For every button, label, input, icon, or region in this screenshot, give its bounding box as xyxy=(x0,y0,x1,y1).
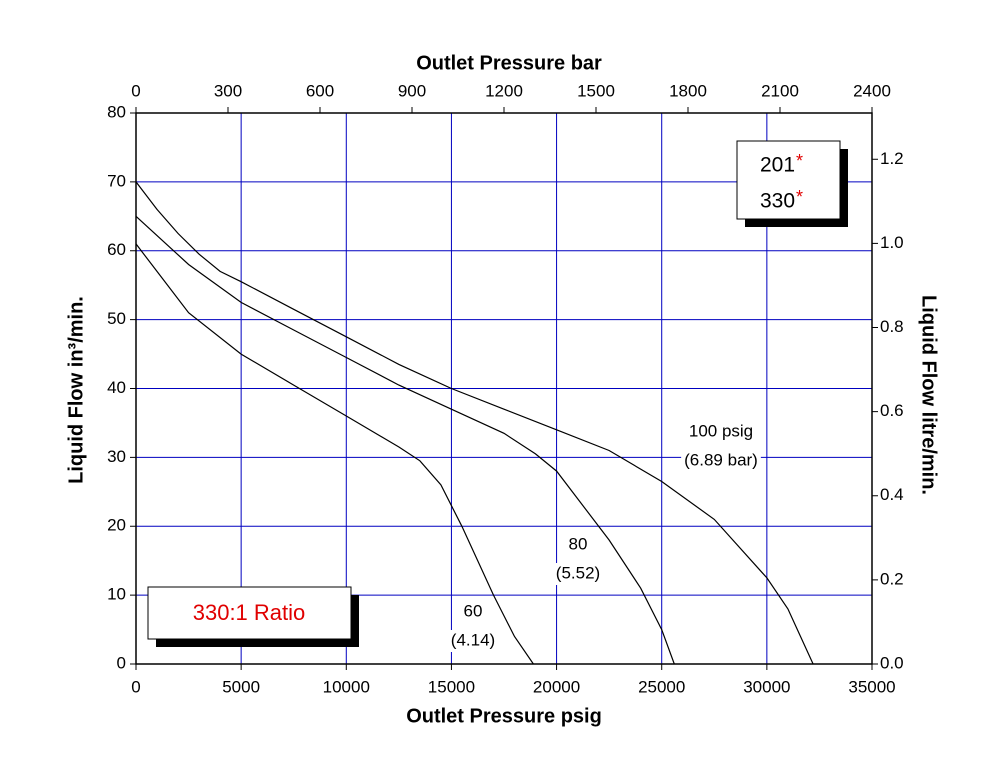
y-tick-label: 30 xyxy=(107,447,126,466)
ratio-label: 330:1 Ratio xyxy=(193,600,306,625)
x-tick-label: 20000 xyxy=(533,677,580,696)
y-tick-label: 10 xyxy=(107,585,126,604)
annotation-bg xyxy=(447,630,499,652)
curve-annotation: (5.52) xyxy=(556,563,600,582)
x2-tick-label: 2100 xyxy=(761,81,799,100)
x-axis-title: Outlet Pressure psig xyxy=(406,705,602,727)
y2-tick-label: 0.8 xyxy=(880,317,904,336)
curve-annotation: 80 xyxy=(569,534,588,553)
y2-tick-label: 0.4 xyxy=(880,485,904,504)
annotation-bg xyxy=(565,534,591,556)
y-tick-label: 80 xyxy=(107,102,126,121)
y2-axis-title: Liquid Flow litre/min. xyxy=(918,295,940,495)
annotation-bg xyxy=(460,601,486,623)
x2-tick-label: 2400 xyxy=(853,81,891,100)
y2-tick-label: 1.2 xyxy=(880,149,904,168)
curve-annotation: (4.14) xyxy=(451,630,495,649)
y2-tick-label: 0.6 xyxy=(880,401,904,420)
y-axis-title: Liquid Flow in³/min. xyxy=(65,296,87,484)
y-tick-label: 0 xyxy=(117,653,126,672)
curve xyxy=(135,181,814,665)
legend-label: 330 xyxy=(760,190,795,213)
y-tick-label: 40 xyxy=(107,378,126,397)
x-tick-label: 10000 xyxy=(323,677,370,696)
curve xyxy=(135,215,675,665)
annotation-bg xyxy=(552,563,604,585)
x-tick-label: 5000 xyxy=(222,677,260,696)
legend-mark: * xyxy=(796,151,803,171)
y-tick-label: 20 xyxy=(107,516,126,535)
curve xyxy=(135,243,534,665)
curve-annotation: (6.89 bar) xyxy=(684,450,758,469)
x2-tick-label: 300 xyxy=(214,81,242,100)
x2-tick-label: 1200 xyxy=(485,81,523,100)
x-tick-label: 35000 xyxy=(848,677,895,696)
x2-tick-label: 600 xyxy=(306,81,334,100)
legend-label: 201 xyxy=(760,154,795,177)
curve-annotation: 60 xyxy=(464,601,483,620)
ratio-box xyxy=(147,586,352,640)
y-tick-label: 70 xyxy=(107,171,126,190)
x-tick-label: 15000 xyxy=(428,677,475,696)
legend-box xyxy=(736,140,841,220)
annotation-bg xyxy=(681,450,761,472)
x2-tick-label: 0 xyxy=(131,81,140,100)
curve-annotation: 100 psig xyxy=(689,421,753,440)
y2-tick-label: 1.0 xyxy=(880,233,904,252)
plot-frame xyxy=(135,112,873,665)
x2-tick-label: 900 xyxy=(398,81,426,100)
y2-tick-label: 0.2 xyxy=(880,569,904,588)
x2-axis-title: Outlet Pressure bar xyxy=(416,52,602,74)
y-tick-label: 60 xyxy=(107,240,126,259)
legend-mark: * xyxy=(796,187,803,207)
x-tick-label: 30000 xyxy=(743,677,790,696)
x-tick-label: 25000 xyxy=(638,677,685,696)
annotation-bg xyxy=(685,421,757,443)
x2-tick-label: 1500 xyxy=(577,81,615,100)
y2-tick-label: 0.0 xyxy=(880,653,904,672)
y-tick-label: 50 xyxy=(107,309,126,328)
x-tick-label: 0 xyxy=(131,677,140,696)
x2-tick-label: 1800 xyxy=(669,81,707,100)
